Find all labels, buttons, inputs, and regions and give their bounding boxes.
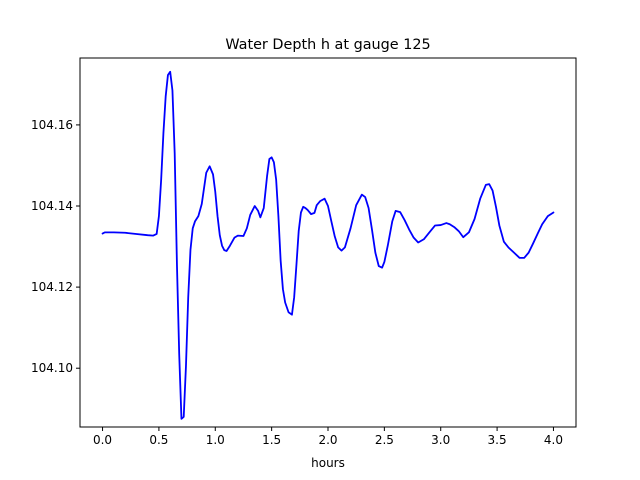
- plot-area: 0.0 0.5 1.0 1.5 2.0 2.5 3.0 3.5 4.0 104.10 104.12 1…: [31, 57, 577, 447]
- y-tick-label: 104.10: [31, 361, 73, 375]
- x-tick-label: 3.0: [431, 433, 450, 447]
- series-line-1: [101, 70, 555, 420]
- x-tick-label: 1.0: [206, 433, 225, 447]
- y-tick-label: 104.12: [31, 280, 73, 294]
- x-axis-label: hours: [311, 456, 345, 470]
- y-tick-label: 104.14: [31, 199, 73, 213]
- x-tick-label: 2.5: [375, 433, 394, 447]
- y-tick-label: 104.16: [31, 118, 73, 132]
- x-tick-label: 4.0: [544, 433, 563, 447]
- x-tick-label: 1.5: [262, 433, 281, 447]
- chart-title: Water Depth h at gauge 125: [225, 37, 430, 53]
- x-tick-label: 0.5: [149, 433, 168, 447]
- x-tick-label: 0.0: [93, 433, 112, 447]
- x-tick-label: 3.5: [488, 433, 507, 447]
- x-tick-label: 2.0: [318, 433, 337, 447]
